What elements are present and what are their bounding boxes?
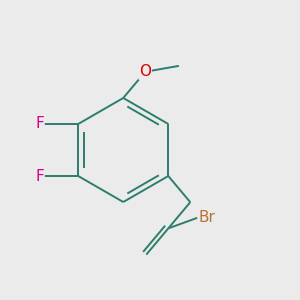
Text: O: O: [139, 64, 151, 79]
Text: F: F: [35, 116, 44, 131]
Text: Br: Br: [199, 210, 216, 225]
Text: F: F: [35, 169, 44, 184]
